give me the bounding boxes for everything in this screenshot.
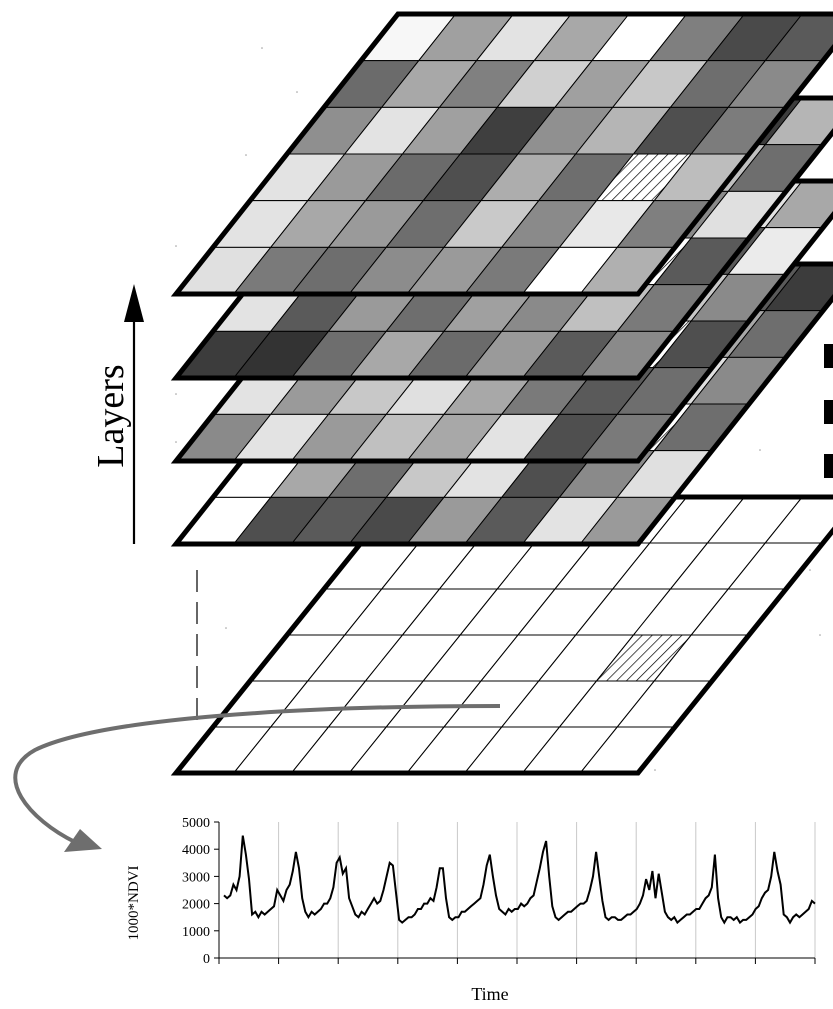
y-tick-label: 5000 — [182, 816, 210, 831]
y-axis-title: 1000*NDVI — [126, 866, 142, 941]
x-axis-title: Time — [471, 984, 508, 1004]
ndvi-series-line — [223, 835, 816, 925]
layer-border — [170, 494, 833, 776]
y-tick-label: 2000 — [182, 898, 210, 913]
pointer-arrowhead-icon — [64, 829, 102, 852]
colored-layers — [170, 11, 833, 547]
chart-y-ticks: 0 1000 2000 3000 4000 5000 — [182, 816, 219, 967]
curved-pointer-arrow — [13, 704, 501, 844]
up-arrow-icon — [124, 284, 144, 322]
layer-1 — [170, 11, 833, 297]
y-tick-label: 1000 — [182, 925, 210, 940]
chart-grid — [218, 822, 816, 964]
y-tick-label: 0 — [203, 952, 210, 967]
base-grid — [170, 494, 833, 776]
side-markers — [824, 344, 833, 478]
base-grid-layer — [170, 494, 833, 776]
layers-axis: Layers — [90, 284, 144, 544]
layer-border — [170, 11, 833, 297]
ndvi-chart: 0 1000 2000 3000 4000 5000 1000*NDVI Time — [126, 816, 816, 1004]
y-tick-label: 4000 — [182, 843, 210, 858]
y-tick-label: 3000 — [182, 870, 210, 885]
layers-label: Layers — [90, 364, 132, 467]
